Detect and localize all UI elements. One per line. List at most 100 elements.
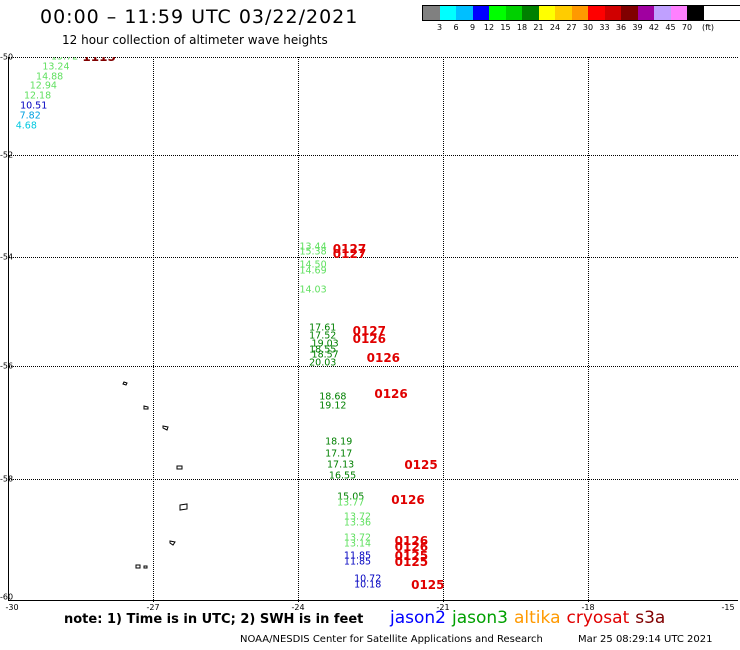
wave-height-label: 16.55 (328, 470, 357, 482)
legend-label: 27 (566, 23, 577, 32)
legend-label: 24 (549, 23, 561, 32)
satellite-name-jason2: jason2 (390, 608, 446, 628)
legend-swatch (505, 6, 522, 20)
satellite-name-cryosat: cryosat (566, 608, 630, 628)
pass-time-label: 0125 (394, 554, 429, 569)
wave-height-label: 14.69 (299, 264, 327, 276)
footer-generated-date: Mar 25 08:29:14 UTC 2021 (578, 634, 713, 645)
wave-height-label: 18.57 (311, 349, 339, 361)
legend-label: 42 (648, 23, 660, 32)
footer-note: note: 1) Time is in UTC; 2) SWH is in fe… (64, 612, 364, 627)
wave-height-label: 10.72 (354, 573, 382, 585)
grid-line-lon-21 (443, 57, 444, 602)
wave-height-label: 15.38 (299, 246, 327, 258)
pass-time-label: 0127 (332, 242, 367, 257)
legend-label: 15 (500, 23, 511, 32)
latitude-tick-label: -58 (0, 474, 14, 484)
latitude-tick-label: -56 (0, 361, 14, 371)
pass-time-label: 0126 (394, 539, 429, 554)
pass-time-label: 0126 (394, 533, 429, 548)
island-outline (122, 381, 128, 386)
longitude-tick-label: -30 (5, 603, 19, 612)
wave-height-label: 13.77 (337, 496, 365, 508)
grid-line-lat-56 (8, 366, 738, 367)
wave-height-label: 14.03 (299, 283, 327, 295)
legend-swatch (522, 6, 539, 20)
wave-height-label: 17.61 (309, 322, 337, 334)
grid-line-lon-27 (153, 57, 154, 602)
wave-height-label: 10.51 (20, 100, 48, 112)
legend-swatches (422, 5, 740, 21)
legend-swatch (637, 6, 654, 20)
longitude-tick-label: -21 (436, 603, 450, 612)
legend-swatch (588, 6, 605, 20)
wave-height-label: 12.18 (23, 90, 52, 102)
legend-swatch (604, 6, 621, 20)
legend-swatch (670, 6, 687, 20)
grid-line-lat-50 (8, 57, 738, 58)
wave-height-label: 13.72 (343, 511, 372, 523)
satellite-legend: jason2 jason3 altika cryosat s3a (390, 608, 671, 628)
legend-label: 45 (665, 23, 676, 32)
legend-swatch (538, 6, 555, 20)
legend-label: 21 (533, 23, 544, 32)
island-outline (179, 503, 188, 511)
legend-swatch (439, 6, 456, 20)
wave-height-label: 15.05 (337, 490, 365, 502)
legend-swatch (621, 6, 638, 20)
legend-label: 30 (582, 23, 594, 32)
pass-time-label: 0126 (374, 387, 408, 402)
satellite-name-s3a: s3a (635, 608, 666, 628)
legend-label: 12 (483, 23, 495, 32)
legend-label: 36 (615, 23, 627, 32)
longitude-tick-label: -27 (146, 603, 160, 612)
island-outline (162, 425, 169, 431)
legend-label: 9 (469, 23, 476, 32)
wave-height-label: 20.03 (309, 357, 337, 369)
pass-time-label: 0125 (394, 548, 429, 563)
pass-time-label: 0125 (404, 457, 438, 472)
wave-height-label: 12.94 (29, 80, 57, 92)
plot-border (8, 57, 738, 601)
grid-line-lat-58 (8, 479, 738, 480)
legend-label: 3 (436, 23, 443, 32)
latitude-tick-label: -60 (0, 592, 14, 602)
pass-time-label: 1115 (82, 57, 116, 64)
pass-time-label: 0127 (352, 323, 387, 338)
island-outline (135, 564, 141, 569)
pass-time-label: 0126 (352, 331, 387, 346)
island-outlines (122, 381, 188, 569)
island-outline (143, 565, 148, 569)
legend-label: 70 (681, 23, 693, 32)
legend-label: 33 (599, 23, 610, 32)
legend-labels: 3 6 9 12 15 18 21 24 27 30 33 36 39 42 45 70 (ft) (422, 21, 740, 35)
wave-height-label: 18.68 (319, 391, 347, 403)
legend-label: (ft) (701, 23, 715, 32)
pass-time-label: 0127 (332, 247, 367, 262)
satellite-name-altika: altika (514, 608, 561, 628)
legend-swatch (654, 6, 671, 20)
wave-height-label: 11.85 (343, 549, 372, 561)
longitude-tick-label: -15 (721, 603, 735, 612)
wave-height-label: 14.50 (299, 259, 327, 271)
legend-swatch (571, 6, 588, 20)
wave-height-label: 15.72 (51, 57, 78, 62)
legend-label: 18 (516, 23, 528, 32)
grid-line-lon-18 (588, 57, 589, 602)
island-outline (169, 540, 176, 546)
wave-height-label: 17.13 (327, 459, 355, 471)
wave-height-label: 11.85 (343, 555, 372, 567)
grid-line-lon-24 (298, 57, 299, 602)
page-title: 00:00 – 11:59 UTC 03/22/2021 (40, 6, 359, 28)
longitude-tick-label: -24 (291, 603, 305, 612)
wave-height-label: 13.44 (299, 241, 327, 253)
legend-swatch (472, 6, 489, 20)
wave-height-label: 13.72 (343, 532, 372, 544)
wave-height-label: 13.24 (42, 61, 70, 73)
legend-label: 39 (632, 23, 643, 32)
legend-swatch (687, 6, 704, 20)
wave-height-label: 17.17 (325, 447, 353, 459)
wave-height-label: 19.12 (319, 399, 347, 411)
